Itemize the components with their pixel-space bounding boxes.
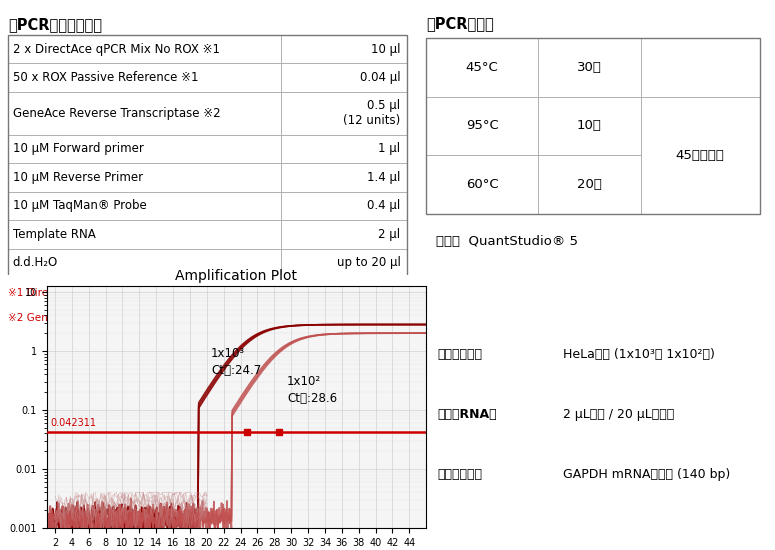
- Text: 1x10³
Ct値:24.7: 1x10³ Ct値:24.7: [211, 347, 261, 377]
- Bar: [641, 38, 760, 97]
- Text: Template RNA: Template RNA: [13, 228, 95, 241]
- Bar: [8, 135, 281, 163]
- Bar: [281, 249, 407, 277]
- Text: GAPDH mRNAの一部 (140 bp): GAPDH mRNAの一部 (140 bp): [563, 468, 730, 481]
- Text: ※1 DirectAce qPCR Mix plus ROX Tube (318-07751) の構成品: ※1 DirectAce qPCR Mix plus ROX Tube (318…: [8, 288, 303, 298]
- Text: 1.4 μl: 1.4 μl: [367, 171, 401, 184]
- Text: 2 μL添加 / 20 μL反応系: 2 μL添加 / 20 μL反応系: [563, 408, 674, 421]
- Bar: [281, 191, 407, 220]
- Text: 10分: 10分: [577, 119, 602, 133]
- Title: Amplification Plot: Amplification Plot: [175, 270, 298, 283]
- Text: 20秒: 20秒: [577, 178, 602, 191]
- Text: 45サイクル: 45サイクル: [676, 148, 725, 162]
- Text: 10 μM Forward primer: 10 μM Forward primer: [13, 142, 143, 155]
- Bar: [281, 92, 407, 135]
- Text: 》PCR条件》: 》PCR条件》: [425, 16, 494, 31]
- Bar: [425, 155, 539, 214]
- Text: 95°C: 95°C: [466, 119, 498, 133]
- Text: 0.042311: 0.042311: [50, 419, 97, 428]
- Text: 10 μl: 10 μl: [371, 42, 401, 56]
- Text: GeneAce Reverse Transcriptase ※2: GeneAce Reverse Transcriptase ※2: [13, 107, 220, 120]
- Bar: [281, 35, 407, 63]
- Text: 1 μl: 1 μl: [378, 142, 401, 155]
- Text: 0.4 μl: 0.4 μl: [367, 199, 401, 212]
- Text: 装置：  QuantStudio® 5: 装置： QuantStudio® 5: [436, 235, 578, 248]
- Bar: [8, 35, 281, 63]
- Text: 2 μl: 2 μl: [378, 228, 401, 241]
- Bar: [425, 38, 760, 214]
- Text: 50 x ROX Passive Reference ※1: 50 x ROX Passive Reference ※1: [13, 71, 198, 84]
- Bar: [281, 220, 407, 249]
- Text: 10 μM Reverse Primer: 10 μM Reverse Primer: [13, 171, 143, 184]
- Bar: [539, 97, 641, 155]
- Bar: [539, 155, 641, 214]
- Bar: [8, 249, 281, 277]
- Bar: [8, 191, 281, 220]
- Text: HeLa細胞 (1x10³、 1x10²個): HeLa細胞 (1x10³、 1x10²個): [563, 348, 715, 361]
- Text: 【魳型RNA】: 【魳型RNA】: [438, 408, 498, 421]
- Text: up to 20 μl: up to 20 μl: [336, 256, 401, 270]
- Text: 60°C: 60°C: [466, 178, 498, 191]
- Y-axis label: ΔRn: ΔRn: [0, 394, 4, 420]
- Text: ※2 GeneAce Reverse Transcriptase (316-08151) の構成品: ※2 GeneAce Reverse Transcriptase (316-08…: [8, 313, 288, 323]
- Text: 2 x DirectAce qPCR Mix No ROX ※1: 2 x DirectAce qPCR Mix No ROX ※1: [13, 42, 220, 56]
- Bar: [281, 135, 407, 163]
- Text: d.d.H₂O: d.d.H₂O: [13, 256, 58, 270]
- Bar: [281, 163, 407, 191]
- Bar: [8, 163, 281, 191]
- Bar: [8, 63, 281, 92]
- Bar: [425, 38, 539, 97]
- Text: 1x10²
Ct値:28.6: 1x10² Ct値:28.6: [287, 375, 337, 405]
- Text: 45°C: 45°C: [466, 61, 498, 74]
- Text: 【増幅対象】: 【増幅対象】: [438, 468, 483, 481]
- Text: 》PCR反応液組成》: 》PCR反応液組成》: [8, 18, 102, 32]
- Text: 0.04 μl: 0.04 μl: [360, 71, 401, 84]
- Bar: [8, 220, 281, 249]
- Text: 30分: 30分: [577, 61, 602, 74]
- Bar: [641, 97, 760, 214]
- Bar: [8, 92, 281, 135]
- Bar: [425, 97, 539, 155]
- Text: 10 μM TaqMan® Probe: 10 μM TaqMan® Probe: [13, 199, 146, 212]
- Text: 0.5 μl
(12 units): 0.5 μl (12 units): [343, 99, 401, 127]
- Bar: [539, 38, 641, 97]
- Bar: [281, 63, 407, 92]
- Text: 【抽出試料】: 【抽出試料】: [438, 348, 483, 361]
